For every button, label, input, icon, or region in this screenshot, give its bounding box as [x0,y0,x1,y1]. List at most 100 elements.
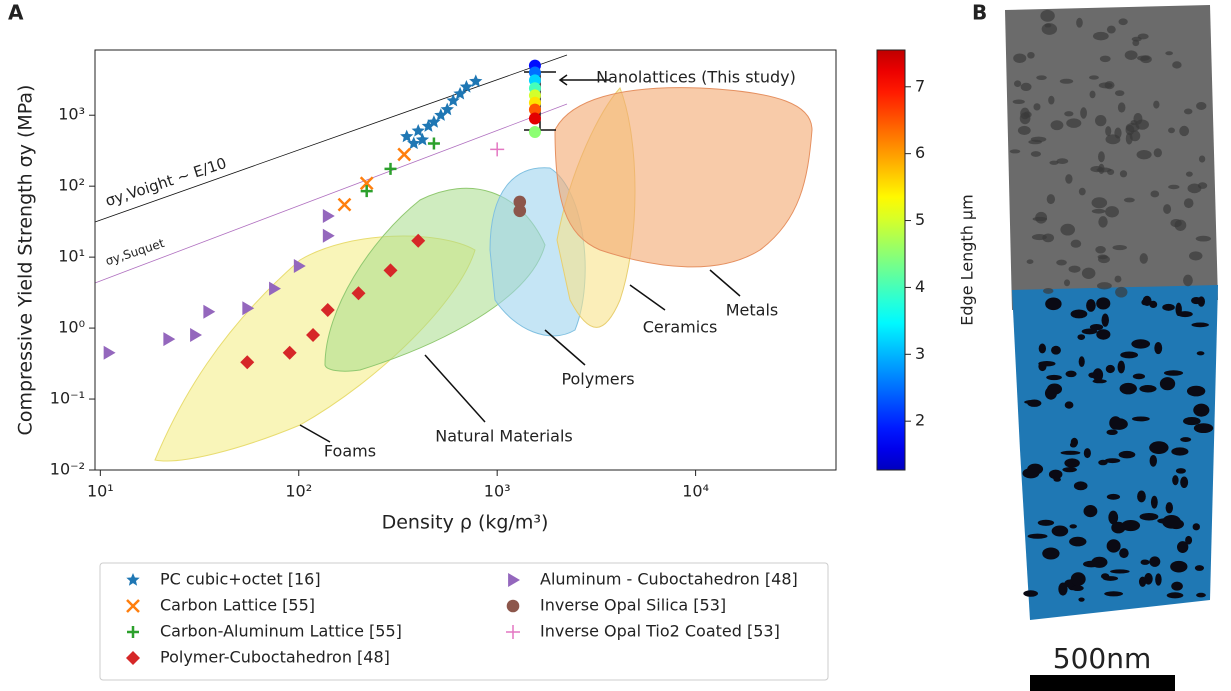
x-tick-label: 10¹ [87,482,114,501]
pore [1107,539,1121,552]
pore [1097,282,1112,289]
pore [1084,505,1098,517]
pore [1194,423,1213,433]
pore [1069,266,1081,273]
pore [1013,53,1026,63]
pore [1024,400,1040,404]
pore [1088,372,1097,378]
pore [1089,75,1099,79]
pore [1120,170,1127,177]
pore [1155,573,1161,585]
pore [1051,120,1064,130]
pore [1052,526,1069,537]
pore [1069,524,1076,528]
pore [1098,164,1104,174]
pore [1086,299,1096,312]
pore [1172,61,1181,68]
pore [1139,385,1156,392]
pore [1196,593,1206,598]
pore [1035,212,1047,224]
pore [1171,582,1183,591]
pore [1100,56,1111,62]
x-tick-label: 10² [285,482,312,501]
pore [1119,18,1128,25]
pore [1153,101,1159,109]
pore [1079,188,1086,196]
pore [1172,475,1178,485]
pore [1095,246,1106,254]
pore [1065,401,1074,408]
pore [1064,458,1079,467]
pore [1107,494,1120,500]
annotation: Nanolattices (This study) [596,68,796,87]
pore [1027,259,1034,264]
x-tick-label: 10³ [484,482,511,501]
legend-label: Polymer-Cuboctahedron [48] [160,648,390,667]
y-axis-title: Compressive Yield Strength σy (MPa) [15,85,37,436]
pore [1154,342,1162,354]
pore [1110,569,1130,573]
pore [1193,404,1209,417]
pore [1033,103,1040,110]
pore [1183,417,1201,425]
pore [1139,577,1146,587]
colorbar-tick-label: 7 [915,76,925,95]
pore [1099,82,1113,88]
pore [1150,191,1159,198]
pore [1106,134,1121,144]
pore [1083,561,1099,568]
pore [1051,346,1061,355]
pore [1098,216,1107,227]
pore [1167,592,1184,598]
pore [1186,172,1193,177]
pore [1166,502,1173,513]
pore [1197,351,1205,355]
panel-label: B [972,1,987,25]
regions [155,88,812,461]
pore [1043,288,1053,294]
annotation: σy,Suquet [104,236,167,268]
pore [1031,151,1041,157]
y-tick-label: 10⁻² [50,460,85,479]
legend-label: PC cubic+octet [16] [160,570,321,589]
point [163,332,175,346]
pore [1080,107,1087,118]
scale-bar [1030,675,1175,691]
pore [1053,477,1060,482]
pore [1120,351,1138,358]
pore [1013,99,1025,104]
legend-label: Inverse Opal Tio2 Coated [53] [540,622,780,641]
pore [1104,591,1123,596]
point [323,209,335,223]
pore [1096,297,1110,309]
point [104,346,116,360]
pore [1092,209,1106,214]
pore [1115,287,1127,298]
pore [1149,556,1160,567]
point [400,130,413,143]
point [490,142,504,156]
pore [1074,481,1088,490]
pore [1098,151,1105,162]
pore [1042,548,1059,560]
annotation: Ceramics [643,318,718,337]
pore [1150,455,1157,467]
pore [1096,329,1110,339]
pore [1171,447,1188,455]
pore [1028,140,1042,145]
scale-bar-label: 500nm [1053,642,1151,675]
colorbar [877,50,905,470]
pore [1176,468,1186,474]
pore [1098,255,1108,260]
y-tick-label: 10⁰ [58,318,85,337]
pore [1198,296,1205,306]
pore [1084,448,1091,458]
legend-label: Carbon-Aluminum Lattice [55] [160,622,402,641]
pore [1137,491,1146,503]
pore [1010,149,1021,153]
pore [1175,220,1187,231]
pore [1140,513,1159,520]
pore [1105,206,1119,217]
pore [1038,520,1054,526]
pore [1106,430,1117,435]
